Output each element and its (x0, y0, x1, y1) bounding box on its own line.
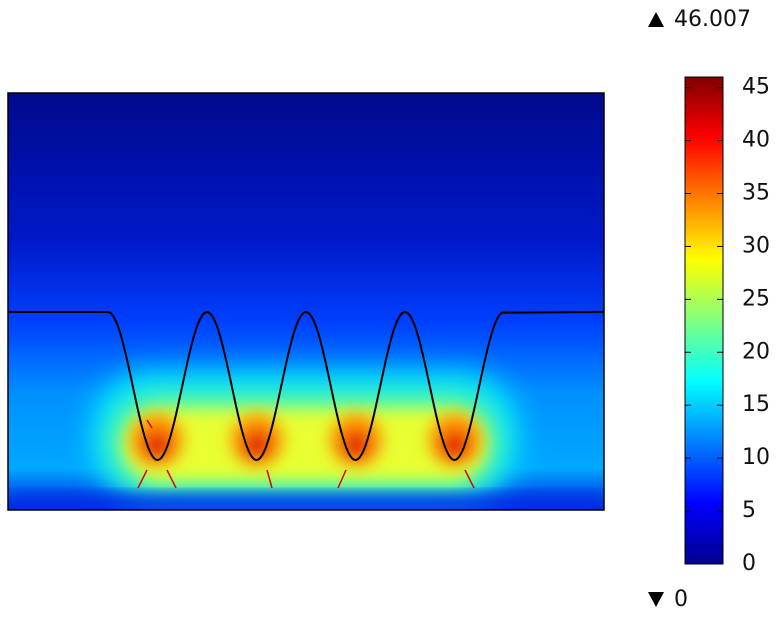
min-marker (648, 592, 664, 607)
y-tick-label: 30 (742, 233, 770, 258)
min-label: 0 (674, 587, 688, 612)
y-tick-label: 5 (742, 498, 756, 523)
y-tick-label: 35 (742, 181, 770, 206)
y-tick-label: 0 (742, 551, 756, 576)
colorbar (684, 76, 724, 565)
y-tick-label: 20 (742, 339, 770, 364)
y-tick-label: 10 (742, 445, 770, 470)
y-tick-label: 45 (742, 75, 770, 100)
max-label: 46.007 (674, 7, 751, 32)
field (8, 93, 604, 510)
y-tick-label: 40 (742, 128, 770, 153)
arrows (137, 419, 475, 489)
boundary-curve (8, 310, 604, 462)
max-marker (648, 12, 664, 27)
y-tick-label: 15 (742, 392, 770, 417)
y-tick-label: 25 (742, 286, 770, 311)
